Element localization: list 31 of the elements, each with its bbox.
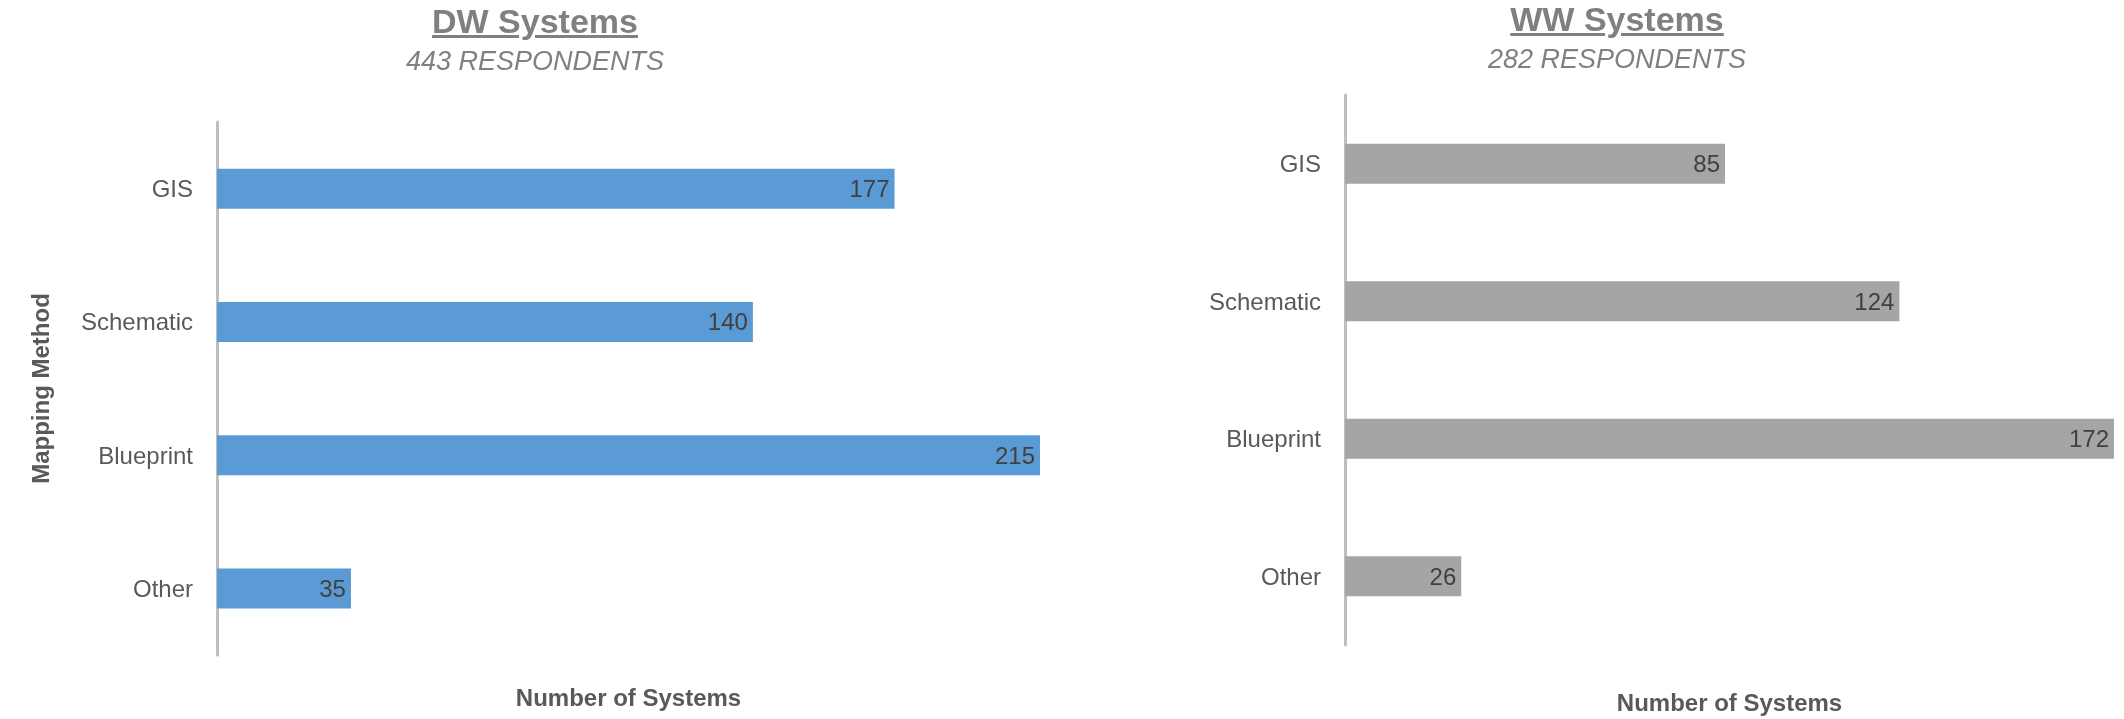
y-tick-label: Blueprint [1226, 425, 1322, 453]
data-label: 177 [849, 175, 890, 203]
chart-title: WW Systems [1509, 0, 1725, 39]
x-axis-title: Number of Systems [1616, 688, 1843, 716]
y-tick-label: Other [132, 574, 193, 602]
bar [217, 168, 895, 209]
chart-subtitle: 282 RESPONDENTS [1486, 44, 1748, 75]
y-tick-label: Other [1260, 562, 1321, 590]
y-tick-label: Schematic [80, 308, 193, 336]
x-axis-title: Number of Systems [515, 683, 742, 711]
data-label: 215 [994, 441, 1035, 469]
chart-subtitle: 443 RESPONDENTS [404, 46, 666, 77]
data-label: 26 [1429, 562, 1457, 590]
y-tick-label: GIS [1279, 150, 1321, 178]
bar [217, 435, 1040, 476]
y-tick-label: Schematic [1208, 287, 1321, 315]
bar [1345, 418, 2114, 459]
bar [1345, 281, 1900, 322]
data-label: 85 [1693, 150, 1721, 178]
chart-title: DW Systems [431, 2, 639, 41]
bar [1345, 556, 1462, 597]
data-label: 124 [1854, 287, 1895, 315]
bar [217, 301, 753, 342]
bar [1345, 143, 1726, 184]
y-axis-title: Mapping Method [26, 293, 54, 484]
data-label: 172 [2068, 425, 2109, 453]
y-tick-label: GIS [151, 175, 193, 203]
data-label: 35 [319, 574, 346, 602]
y-tick-label: Blueprint [98, 441, 194, 469]
data-label: 140 [707, 308, 748, 336]
bar [217, 568, 351, 609]
